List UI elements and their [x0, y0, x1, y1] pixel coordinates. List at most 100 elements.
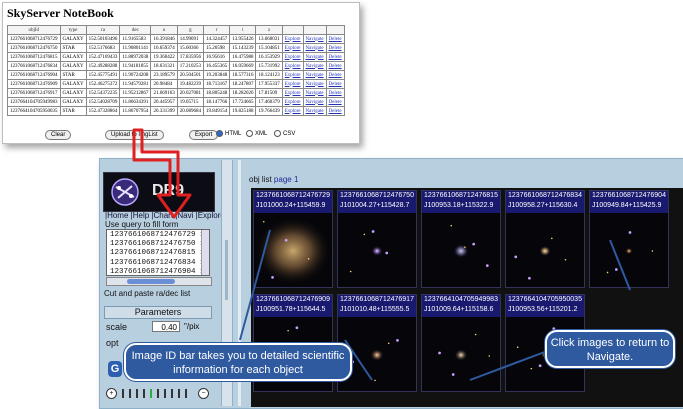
navigate-link[interactable]: Navigate [302, 79, 327, 89]
delete-link[interactable]: Delete [325, 79, 345, 89]
galaxy-image[interactable] [422, 317, 500, 392]
object-id[interactable]: 1237664104705949983 [424, 296, 498, 303]
navigate-link[interactable]: Navigate [302, 52, 327, 62]
format-csv-radio[interactable]: CSV [274, 130, 295, 138]
object-name[interactable]: J101009.64+115158.6 [424, 306, 494, 313]
image-id-bar[interactable]: 1237664104705950035 J100953.56+115201.2 [506, 295, 584, 317]
zoom-tick[interactable] [143, 389, 145, 398]
galaxy-image[interactable] [422, 213, 500, 288]
object-id[interactable]: 1237664104705950035 [508, 296, 582, 303]
explore-link[interactable]: Explore [281, 88, 304, 98]
query-hint-link[interactable]: Use query to fill form [105, 220, 179, 229]
zoom-out-icon[interactable]: − [198, 388, 209, 399]
image-thumbnail[interactable]: 1237661068712476917 J101010.48+115555.5 [337, 294, 417, 392]
object-id[interactable]: 1237661068712476909 [256, 296, 330, 303]
image-thumbnail[interactable]: 1237661068712476729 J101000.24+115459.9 [253, 190, 333, 288]
navigate-link[interactable]: Navigate [302, 97, 327, 107]
delete-link[interactable]: Delete [325, 97, 345, 107]
get-image-button[interactable]: G [108, 361, 122, 377]
zoom-in-icon[interactable]: + [106, 388, 117, 399]
textarea-hscrollbar[interactable] [106, 277, 212, 286]
galaxy-image[interactable] [338, 213, 416, 288]
image-id-bar[interactable]: 1237661068712476729 J101000.24+115459.9 [254, 191, 332, 213]
image-thumbnail[interactable]: 1237661068712476834 J100958.27+115630.4 [505, 190, 585, 288]
object-name[interactable]: J100953.18+115322.9 [424, 202, 494, 209]
format-html-radio[interactable]: HTML [216, 130, 241, 138]
delete-link[interactable]: Delete [325, 70, 345, 80]
zoom-tick[interactable] [122, 389, 124, 398]
explore-link[interactable]: Explore [281, 97, 304, 107]
explore-link[interactable]: Explore [281, 43, 304, 53]
delete-link[interactable]: Delete [325, 52, 345, 62]
nav-help[interactable]: |Help [130, 211, 150, 220]
object-name[interactable]: J101004.27+115428.7 [340, 202, 410, 209]
nav-chart[interactable]: |Chart [151, 211, 174, 220]
delete-link[interactable]: Delete [325, 43, 345, 53]
galaxy-image[interactable] [590, 213, 668, 288]
image-id-bar[interactable]: 1237661068712476909 J100951.78+115644.5 [254, 295, 332, 317]
page-link[interactable]: page 1 [273, 175, 299, 184]
explore-link[interactable]: Explore [281, 79, 304, 89]
image-id-bar[interactable]: 1237661068712476750 J101004.27+115428.7 [338, 191, 416, 213]
object-name[interactable]: J100949.84+115425.9 [592, 202, 662, 209]
zoom-tick[interactable] [171, 389, 173, 398]
explore-link[interactable]: Explore [281, 34, 304, 44]
explore-link[interactable]: Explore [281, 70, 304, 80]
divider-grip[interactable] [225, 240, 228, 300]
nav-navi[interactable]: |Navi [175, 211, 194, 220]
delete-link[interactable]: Delete [325, 88, 345, 98]
navigate-link[interactable]: Navigate [302, 106, 327, 116]
navigate-link[interactable]: Navigate [302, 43, 327, 53]
navigate-link[interactable]: Navigate [302, 70, 327, 80]
image-id-bar[interactable]: 1237661068712476904 J100949.84+115425.9 [590, 191, 668, 213]
image-id-bar[interactable]: 1237661068712476917 J101010.48+115555.5 [338, 295, 416, 317]
zoom-tick[interactable] [185, 389, 187, 398]
image-id-bar[interactable]: 1237661068712476815 J100953.18+115322.9 [422, 191, 500, 213]
object-name[interactable]: J100958.27+115630.4 [508, 202, 578, 209]
explore-link[interactable]: Explore [281, 106, 304, 116]
navigate-link[interactable]: Navigate [302, 61, 327, 71]
zoom-tick[interactable] [178, 389, 180, 398]
table-cell: 1237661068712476909 [7, 79, 61, 89]
zoom-tick[interactable] [157, 389, 159, 398]
nav-explore[interactable]: |Explore [195, 211, 225, 220]
object-id[interactable]: 1237661068712476917 [340, 296, 414, 303]
format-xml-radio[interactable]: XML [246, 130, 267, 138]
textarea-scrollbar[interactable] [201, 230, 209, 275]
object-id[interactable]: 1237661068712476729 [256, 192, 330, 199]
image-id-bar[interactable]: 1237664104705949983 J101009.64+115158.6 [422, 295, 500, 317]
image-thumbnail[interactable]: 1237664104705949983 J101009.64+115158.6 [421, 294, 501, 392]
explore-link[interactable]: Explore [281, 52, 304, 62]
navigate-link[interactable]: Navigate [302, 88, 327, 98]
zoom-tick[interactable] [164, 389, 166, 398]
object-name[interactable]: J101010.48+115555.5 [340, 306, 410, 313]
object-id[interactable]: 1237661068712476815 [424, 192, 498, 199]
explore-link[interactable]: Explore [281, 61, 304, 71]
image-thumbnail[interactable]: 1237664104705950035 J100953.56+115201.2 [505, 294, 585, 392]
navigate-link[interactable]: Navigate [302, 34, 327, 44]
table-cell: 11.95212867 [119, 88, 152, 98]
object-id[interactable]: 1237661068712476834 [508, 192, 582, 199]
scale-input[interactable]: 0.40 [152, 321, 180, 332]
zoom-tick[interactable] [129, 389, 131, 398]
nav-home[interactable]: |Home [105, 211, 129, 220]
image-thumbnail[interactable]: 1237661068712476750 J101004.27+115428.7 [337, 190, 417, 288]
zoom-tick-active[interactable] [150, 389, 152, 398]
object-name[interactable]: J100953.56+115201.2 [508, 306, 578, 313]
delete-link[interactable]: Delete [325, 106, 345, 116]
clear-button[interactable]: Clear [45, 130, 72, 140]
object-name[interactable]: J101000.24+115459.9 [256, 202, 326, 209]
scroll-thumb[interactable] [127, 279, 175, 284]
object-name[interactable]: J100951.78+115644.5 [256, 306, 326, 313]
galaxy-image[interactable] [254, 213, 332, 288]
zoom-slider[interactable]: + − [104, 388, 212, 400]
object-id[interactable]: 1237661068712476750 [340, 192, 414, 199]
image-id-bar[interactable]: 1237661068712476834 J100958.27+115630.4 [506, 191, 584, 213]
delete-link[interactable]: Delete [325, 34, 345, 44]
galaxy-image[interactable] [506, 213, 584, 288]
image-thumbnail[interactable]: 1237661068712476815 J100953.18+115322.9 [421, 190, 501, 288]
zoom-tick[interactable] [136, 389, 138, 398]
radec-list-textarea[interactable]: 1237661068712476729 1 123766106871247675… [106, 229, 210, 276]
object-id[interactable]: 1237661068712476904 [592, 192, 666, 199]
delete-link[interactable]: Delete [325, 61, 345, 71]
